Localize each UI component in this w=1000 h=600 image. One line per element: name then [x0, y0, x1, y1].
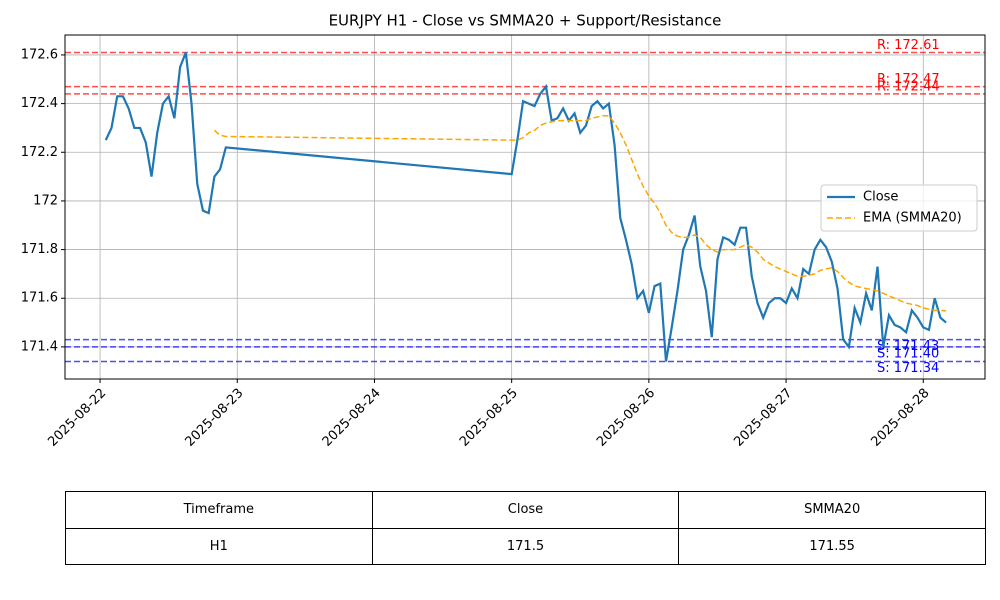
series-line — [213, 115, 947, 312]
header-row: Timeframe Close SMMA20 — [65, 491, 986, 529]
legend: Close EMA (SMMA20) — [820, 184, 978, 232]
y-tick-label: 172.2 — [21, 145, 58, 160]
cell: 171.55 — [678, 527, 986, 565]
y-tick-label: 171.4 — [21, 339, 58, 354]
cell: H1 — [65, 527, 373, 565]
y-tick-label: 171.6 — [21, 291, 58, 306]
chart: EURJPY H1 - Close vs SMMA20 + Support/Re… — [21, 12, 986, 450]
level-label: S: 171.43 — [877, 339, 939, 354]
x-tick-label: 2025-08-28 — [869, 386, 933, 450]
y-tick-label: 172.6 — [21, 47, 58, 62]
header-cell: SMMA20 — [678, 491, 986, 529]
legend-label: Close — [863, 190, 898, 205]
x-tick-label: 2025-08-26 — [594, 386, 658, 450]
legend-label: EMA (SMMA20) — [863, 211, 962, 226]
x-tick-label: 2025-08-25 — [457, 386, 521, 450]
y-tick-label: 172.4 — [21, 96, 58, 111]
plot-frame — [64, 34, 986, 380]
chart-title: EURJPY H1 - Close vs SMMA20 + Support/Re… — [329, 12, 722, 30]
data-row: H1 171.5 171.55 — [65, 527, 986, 565]
x-tick-label: 2025-08-23 — [183, 386, 247, 450]
series-line — [104, 52, 947, 362]
level-label: S: 171.40 — [877, 346, 939, 361]
y-tick-label: 172 — [33, 193, 58, 208]
x-tick-label: 2025-08-24 — [320, 386, 384, 450]
header-cell: Close — [371, 491, 680, 529]
x-tick-label: 2025-08-22 — [45, 386, 109, 450]
level-label: R: 172.61 — [877, 38, 940, 53]
level-label: R: 172.47 — [877, 72, 940, 87]
header-cell: Timeframe — [65, 491, 373, 529]
summary-table: Timeframe Close SMMA20 H1 171.5 171.55 — [65, 491, 986, 565]
level-label: R: 172.44 — [877, 79, 940, 94]
legend-box — [820, 184, 978, 232]
y-tick-label: 171.8 — [21, 242, 58, 257]
x-tick-label: 2025-08-27 — [731, 386, 795, 450]
cell: 171.5 — [371, 527, 680, 565]
level-label: S: 171.34 — [877, 361, 939, 376]
